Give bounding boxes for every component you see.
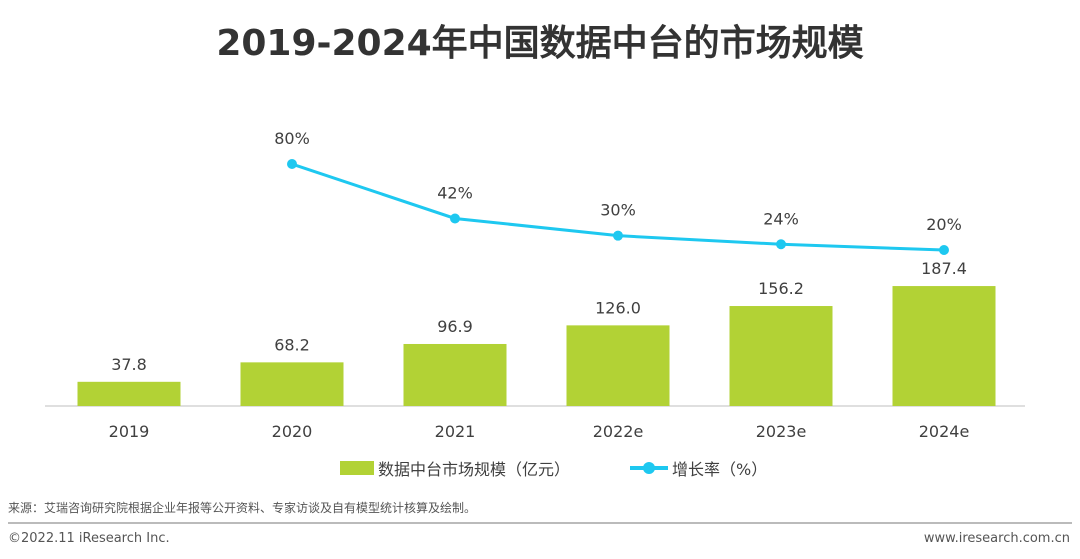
legend-bar-swatch bbox=[340, 461, 374, 475]
website: www.iresearch.com.cn bbox=[923, 531, 1070, 546]
growth-point bbox=[450, 213, 460, 224]
x-tick-label: 2019 bbox=[109, 422, 150, 441]
bar-data-label: 68.2 bbox=[274, 335, 310, 354]
x-tick-label: 2024e bbox=[919, 422, 970, 441]
source-note: 来源：艾瑞咨询研究院根据企业年报等公开资料、专家访谈及自有模型统计核算及绘制。 bbox=[8, 501, 477, 515]
bar bbox=[77, 381, 181, 406]
bar-data-label: 187.4 bbox=[921, 259, 967, 278]
bar-data-label: 37.8 bbox=[111, 355, 147, 374]
legend-line-label: 增长率（%） bbox=[672, 460, 768, 479]
x-tick-label: 2022e bbox=[593, 422, 644, 441]
chart: 37.8 2019 68.2 2020 96.9 2021 126.0 2022e 156.2 2… bbox=[45, 129, 1025, 441]
growth-data-label: 80% bbox=[274, 129, 310, 148]
bar bbox=[729, 306, 833, 406]
legend-line-swatch bbox=[630, 462, 669, 474]
bar-data-label: 126.0 bbox=[595, 298, 641, 317]
growth-point bbox=[287, 159, 297, 170]
growth-point bbox=[776, 239, 786, 250]
legend: 数据中台市场规模（亿元） 增长率（%） bbox=[340, 456, 767, 480]
bar bbox=[240, 362, 344, 406]
x-tick-label: 2023e bbox=[756, 422, 807, 441]
divider bbox=[8, 522, 1072, 524]
growth-data-label: 30% bbox=[600, 201, 636, 220]
growth-data-label: 24% bbox=[763, 209, 799, 228]
bar bbox=[403, 343, 507, 406]
growth-data-label: 42% bbox=[437, 183, 473, 202]
growth-point bbox=[613, 230, 623, 241]
growth-point bbox=[939, 245, 949, 255]
chart-title: 2019-2024年中国数据中台的市场规模 bbox=[216, 23, 864, 64]
bar bbox=[566, 325, 670, 406]
x-tick-label: 2020 bbox=[272, 422, 313, 441]
bar bbox=[892, 286, 996, 406]
copyright: ©2022.11 iResearch Inc. bbox=[8, 531, 170, 546]
legend-bar-label: 数据中台市场规模（亿元） bbox=[378, 460, 571, 479]
bar-data-label: 96.9 bbox=[437, 317, 473, 336]
growth-data-label: 20% bbox=[926, 215, 962, 234]
bar-data-label: 156.2 bbox=[758, 279, 804, 298]
x-tick-label: 2021 bbox=[435, 422, 476, 441]
